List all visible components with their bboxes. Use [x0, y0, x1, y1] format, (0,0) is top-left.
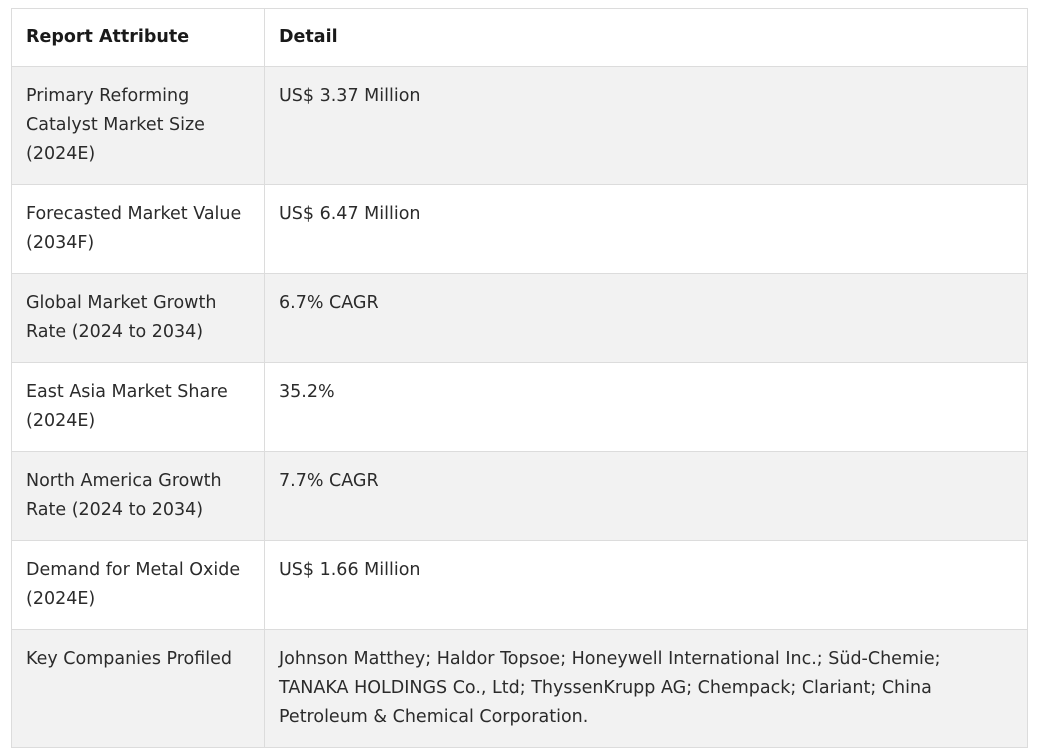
attribute-cell: East Asia Market Share (2024E): [11, 362, 265, 452]
report-attributes-table: Report Attribute Detail Primary Reformin…: [11, 8, 1028, 748]
attribute-cell: North America Growth Rate (2024 to 2034): [11, 451, 265, 541]
attribute-cell: Demand for Metal Oxide (2024E): [11, 540, 265, 630]
attribute-cell: Forecasted Market Value (2034F): [11, 184, 265, 274]
detail-cell: Johnson Matthey; Haldor Topsoe; Honeywel…: [264, 629, 1028, 748]
report-attributes-table-container: Report Attribute Detail Primary Reformin…: [11, 8, 1028, 748]
table-row: Global Market Growth Rate (2024 to 2034)…: [11, 273, 1028, 363]
header-detail: Detail: [264, 8, 1028, 67]
detail-cell: US$ 6.47 Million: [264, 184, 1028, 274]
attribute-cell: Primary Reforming Catalyst Market Size (…: [11, 66, 265, 185]
detail-cell: 7.7% CAGR: [264, 451, 1028, 541]
attribute-cell: Global Market Growth Rate (2024 to 2034): [11, 273, 265, 363]
table-row: North America Growth Rate (2024 to 2034)…: [11, 451, 1028, 541]
table-row: Primary Reforming Catalyst Market Size (…: [11, 66, 1028, 185]
detail-cell: US$ 3.37 Million: [264, 66, 1028, 185]
header-report-attribute: Report Attribute: [11, 8, 265, 67]
table-header-row: Report Attribute Detail: [11, 8, 1028, 67]
attribute-cell: Key Companies Profiled: [11, 629, 265, 748]
table-row: Demand for Metal Oxide (2024E) US$ 1.66 …: [11, 540, 1028, 630]
table-row: Key Companies Profiled Johnson Matthey; …: [11, 629, 1028, 748]
detail-cell: US$ 1.66 Million: [264, 540, 1028, 630]
table-row: Forecasted Market Value (2034F) US$ 6.47…: [11, 184, 1028, 274]
detail-cell: 35.2%: [264, 362, 1028, 452]
table-row: East Asia Market Share (2024E) 35.2%: [11, 362, 1028, 452]
detail-cell: 6.7% CAGR: [264, 273, 1028, 363]
